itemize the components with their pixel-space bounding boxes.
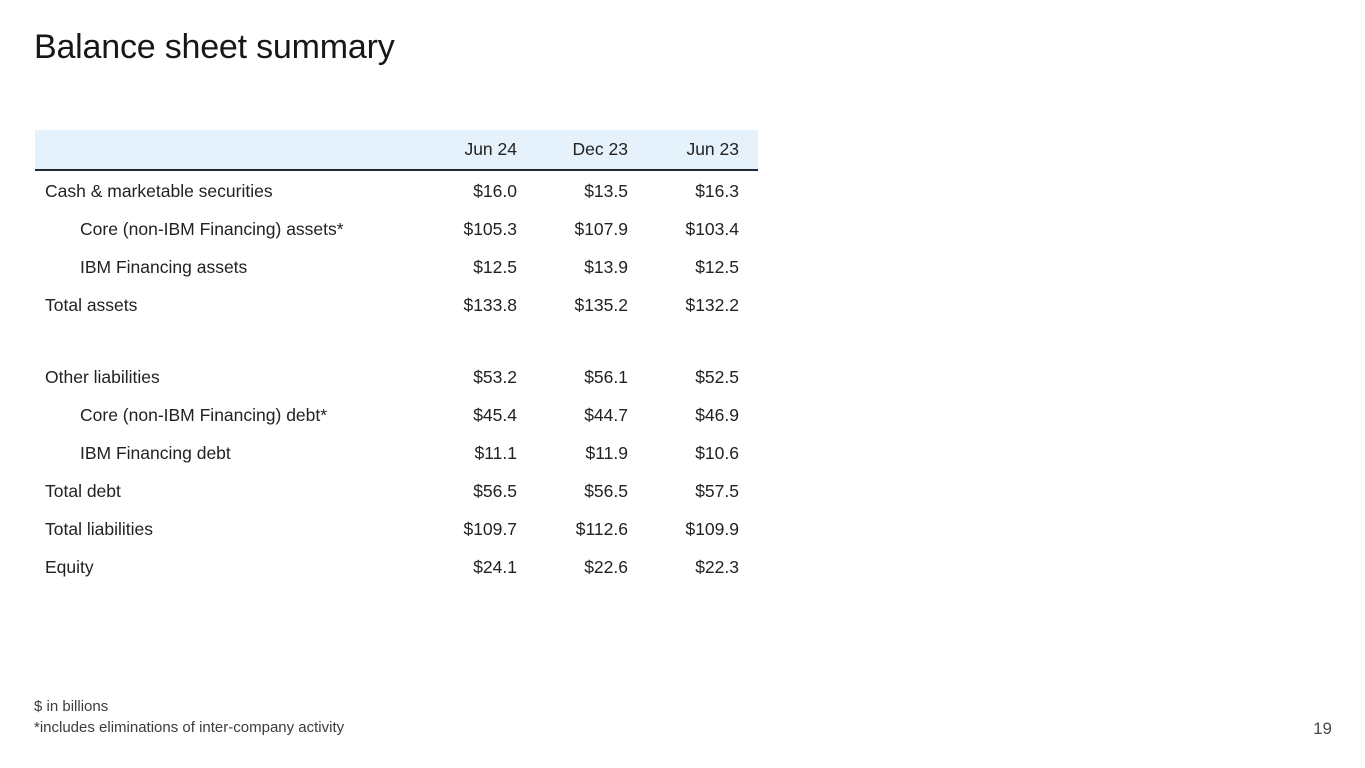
row-label: Total assets [45, 294, 138, 315]
table-row: IBM Financing debt $11.1 $11.9 $10.6 [35, 434, 758, 472]
table-header-row: Jun 24 Dec 23 Jun 23 [35, 130, 758, 171]
row-label: Core (non-IBM Financing) debt* [80, 404, 328, 425]
footnote-units: $ in billions [34, 698, 109, 715]
row-value: $56.5 [584, 480, 628, 501]
row-value: $24.1 [473, 556, 517, 577]
table-row: Other liabilities $53.2 $56.1 $52.5 [35, 358, 758, 396]
column-header-dec23: Dec 23 [572, 139, 628, 159]
row-label: Core (non-IBM Financing) assets* [80, 218, 344, 239]
row-label: Total liabilities [45, 518, 153, 539]
page-title: Balance sheet summary [34, 28, 395, 66]
row-value: $52.5 [695, 366, 739, 387]
row-value: $56.1 [584, 366, 628, 387]
table-row: IBM Financing assets $12.5 $13.9 $12.5 [35, 248, 758, 286]
row-value: $11.1 [474, 442, 518, 463]
page-number: 19 [1313, 719, 1332, 738]
footnotes: $ in billions *includes eliminations of … [34, 696, 344, 738]
footnote-asterisk: *includes eliminations of inter-company … [34, 719, 345, 736]
table-row: Total debt $56.5 $56.5 $57.5 [35, 472, 758, 510]
row-value: $103.4 [685, 218, 739, 239]
row-value: $133.8 [463, 294, 517, 315]
table-row: Total liabilities $109.7 $112.6 $109.9 [35, 510, 758, 548]
row-value: $57.5 [695, 480, 739, 501]
row-label: Total debt [45, 480, 121, 501]
row-value: $12.5 [473, 256, 517, 277]
table-row: Cash & marketable securities $16.0 $13.5 $1… [35, 172, 758, 210]
table-row: Core (non-IBM Financing) assets* $105.3 $1… [35, 210, 758, 248]
table-section: Cash & marketable securities $16.0 $13.5 $1… [35, 172, 758, 324]
row-value: $22.3 [695, 556, 739, 577]
row-value: $135.2 [574, 294, 628, 315]
row-value: $45.4 [473, 404, 517, 425]
column-header-jun23: Jun 23 [686, 139, 739, 159]
column-header-jun24: Jun 24 [464, 139, 517, 159]
row-value: $112.6 [575, 518, 628, 539]
row-value: $105.3 [463, 218, 517, 239]
row-value: $12.5 [695, 256, 739, 277]
table-row: Core (non-IBM Financing) debt* $45.4 $44.7… [35, 396, 758, 434]
row-value: $13.9 [584, 256, 628, 277]
row-value: $10.6 [695, 442, 739, 463]
row-value: $56.5 [473, 480, 517, 501]
row-value: $16.0 [473, 180, 517, 201]
table-section: Other liabilities $53.2 $56.1 $52.5 Core (no… [35, 358, 758, 586]
balance-sheet-table: Jun 24 Dec 23 Jun 23 Cash & marketable s… [35, 130, 758, 586]
table-body: Cash & marketable securities $16.0 $13.5 $1… [35, 171, 758, 586]
row-label: Other liabilities [45, 366, 160, 387]
row-label: IBM Financing debt [80, 442, 231, 463]
row-value: $22.6 [584, 556, 628, 577]
row-value: $16.3 [695, 180, 739, 201]
row-value: $11.9 [585, 442, 629, 463]
row-value: $53.2 [473, 366, 517, 387]
table-row: Total assets $133.8 $135.2 $132.2 [35, 286, 758, 324]
row-label: Equity [45, 556, 94, 577]
row-label: Cash & marketable securities [45, 180, 273, 201]
row-label: IBM Financing assets [80, 256, 248, 277]
row-value: $107.9 [574, 218, 628, 239]
row-value: $132.2 [685, 294, 739, 315]
row-value: $44.7 [584, 404, 628, 425]
row-value: $109.9 [685, 518, 739, 539]
table-row: Equity $24.1 $22.6 $22.3 [35, 548, 758, 586]
row-value: $13.5 [584, 180, 628, 201]
row-value: $109.7 [463, 518, 517, 539]
row-value: $46.9 [695, 404, 739, 425]
